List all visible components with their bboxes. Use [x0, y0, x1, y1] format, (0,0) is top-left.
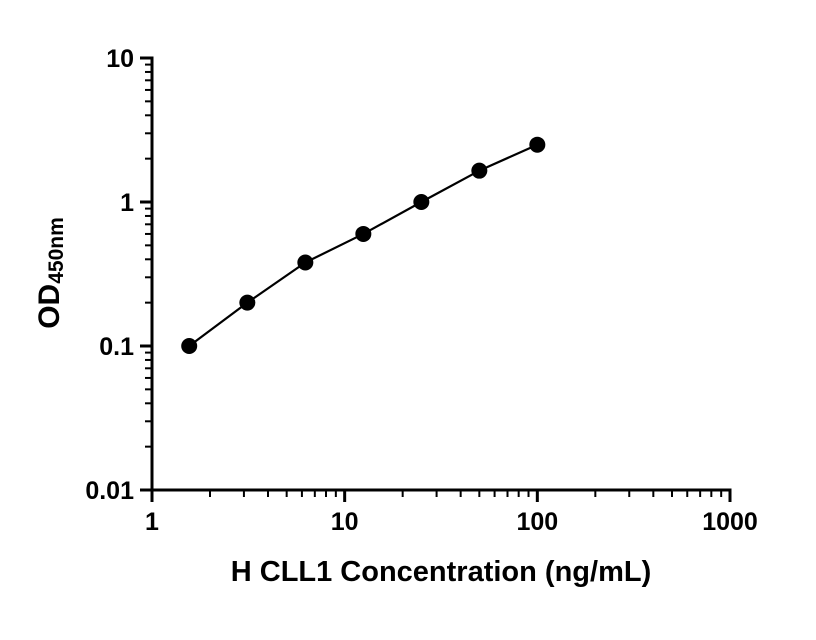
x-axis: 1 10 100 1000: [145, 488, 758, 536]
y-tick-label: 1: [120, 189, 134, 217]
x-tick-label: 1: [145, 508, 159, 536]
data-point: [181, 338, 198, 354]
data-point: [355, 225, 372, 242]
y-axis-label-subscript: 450nm: [45, 217, 68, 284]
data-point: [413, 194, 430, 210]
data-point: [471, 162, 488, 179]
y-tick-label: 0.1: [99, 333, 134, 361]
data-points: [181, 136, 546, 354]
y-axis: 0.01 0.1 1 10: [85, 45, 154, 505]
y-axis-label: OD450nm: [33, 173, 71, 373]
data-point: [239, 294, 256, 311]
x-tick-label: 1000: [702, 508, 758, 536]
x-tick-label: 100: [516, 508, 558, 536]
y-tick-label: 10: [106, 45, 134, 73]
x-axis-label: H CLL1 Concentration (ng/mL): [230, 556, 652, 588]
y-axis-label-main: OD: [33, 283, 66, 329]
x-tick-label: 10: [331, 508, 359, 536]
data-point: [529, 136, 546, 153]
y-tick-label: 0.01: [85, 477, 134, 505]
data-point: [297, 254, 314, 271]
